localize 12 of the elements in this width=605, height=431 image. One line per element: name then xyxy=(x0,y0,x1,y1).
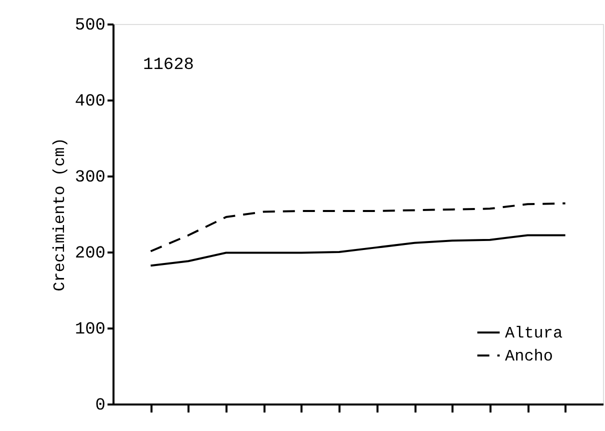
legend-label: Ancho xyxy=(505,348,554,366)
y-tick-label: 200 xyxy=(74,244,106,264)
line-series xyxy=(150,234,566,267)
y-tick-label: 100 xyxy=(74,320,106,340)
y-tick-label: 400 xyxy=(74,92,106,112)
y-tick-label: 0 xyxy=(95,396,106,416)
y-tick-label: 300 xyxy=(74,168,106,188)
y-tick-label: 500 xyxy=(74,16,106,36)
annotation: 11628 xyxy=(143,56,194,75)
line-series xyxy=(150,202,566,252)
y-axis-title: Crecimiento (cm) xyxy=(50,138,69,292)
legend-label: Altura xyxy=(505,324,564,342)
